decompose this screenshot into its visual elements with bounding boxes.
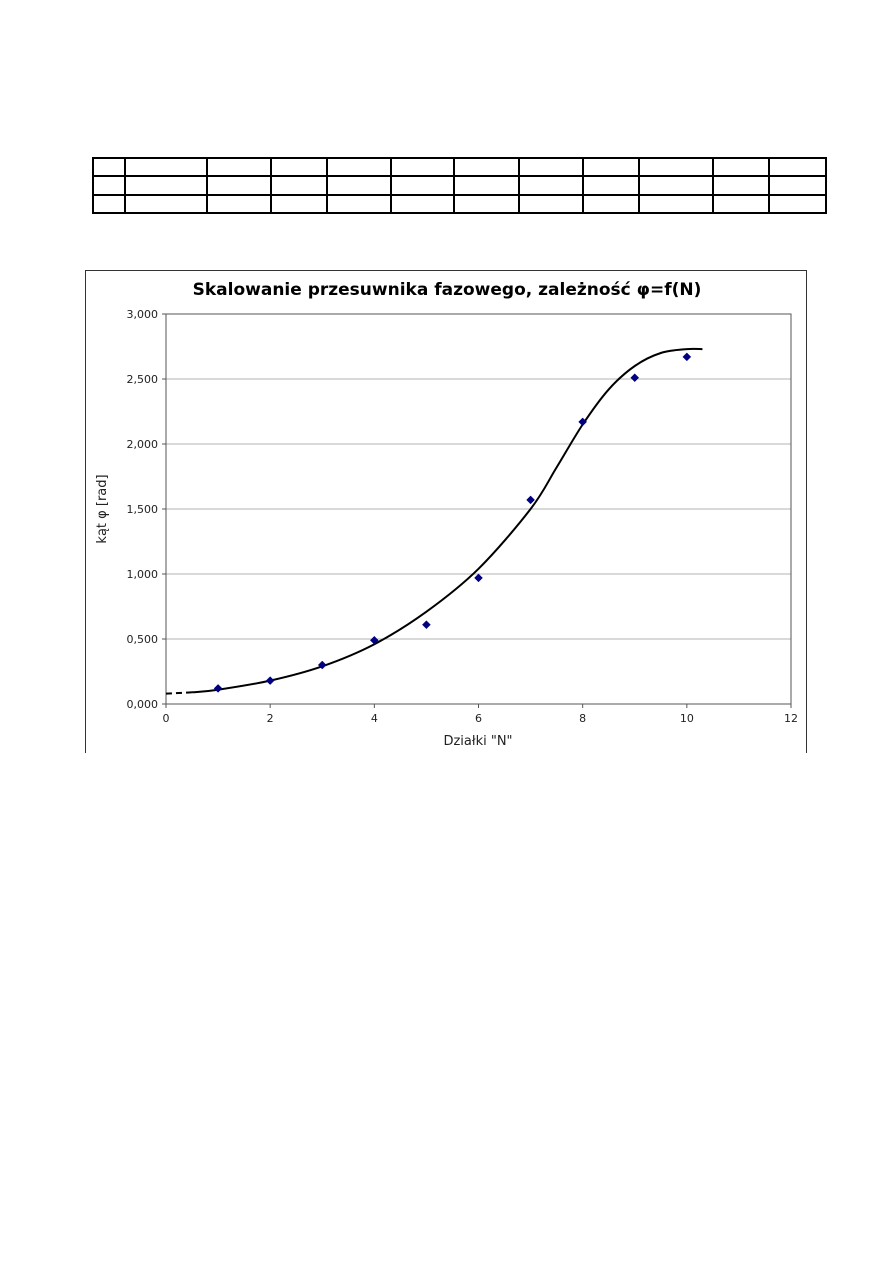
table-cell: [582, 175, 640, 196]
table-cell: [638, 175, 714, 196]
data-point: [526, 495, 535, 505]
table-row: [92, 156, 827, 178]
y-tick-label: 3,000: [127, 308, 159, 321]
x-axis-label: Działki "N": [443, 734, 512, 749]
data-point: [213, 684, 223, 693]
data-point: [578, 417, 588, 427]
table-cell: [453, 175, 520, 196]
y-tick-label: 0,000: [127, 698, 159, 711]
data-point: [630, 373, 640, 383]
table-cell: [326, 156, 392, 178]
empty-data-table: [92, 156, 827, 215]
data-point: [682, 352, 692, 362]
table-cell: [270, 193, 328, 215]
table-cell: [768, 193, 827, 215]
table-cell: [390, 156, 455, 178]
y-tick-label: 1,500: [127, 503, 159, 516]
table-cell: [582, 156, 640, 178]
y-tick-label: 0,500: [127, 633, 159, 646]
table-cell: [92, 156, 126, 178]
table-cell: [270, 156, 328, 178]
table-cell: [326, 175, 392, 196]
data-point: [422, 620, 431, 630]
table-cell: [518, 175, 584, 196]
table-cell: [768, 175, 827, 196]
data-point: [474, 573, 483, 583]
table-cell: [124, 175, 208, 196]
table-cell: [518, 156, 584, 178]
x-tick-label: 4: [371, 712, 378, 725]
table-cell: [712, 156, 770, 178]
table-cell: [92, 193, 126, 215]
table-cell: [638, 156, 714, 178]
table-cell: [638, 193, 714, 215]
chart-svg: Skalowanie przesuwnika fazowego, zależno…: [95, 280, 798, 749]
table-cell: [453, 156, 520, 178]
table-cell: [270, 175, 328, 196]
table-cell: [712, 193, 770, 215]
x-tick-label: 0: [163, 712, 170, 725]
y-tick-label: 1,000: [127, 568, 159, 581]
table-cell: [206, 156, 272, 178]
table-cell: [390, 193, 455, 215]
data-point: [317, 660, 327, 670]
table-cell: [92, 175, 126, 196]
x-tick-label: 8: [579, 712, 586, 725]
y-tick-label: 2,500: [127, 373, 159, 386]
trendline: [191, 347, 703, 694]
table-cell: [768, 156, 827, 178]
x-tick-label: 2: [267, 712, 274, 725]
table-cell: [206, 175, 272, 196]
table-cell: [206, 193, 272, 215]
data-point: [369, 635, 379, 645]
table-cell: [712, 175, 770, 196]
x-tick-label: 12: [784, 712, 798, 725]
table-cell: [326, 193, 392, 215]
data-point: [265, 676, 275, 685]
table-cell: [453, 193, 520, 215]
table-cell: [582, 193, 640, 215]
chart-frame: Skalowanie przesuwnika fazowego, zależno…: [85, 270, 807, 753]
y-axis-label: kąt φ [rad]: [95, 474, 110, 543]
table-row: [92, 193, 827, 215]
table-cell: [390, 175, 455, 196]
table-cell: [124, 193, 208, 215]
table-cell: [518, 193, 584, 215]
table-row: [92, 175, 827, 196]
trendline-extrapolated: [165, 691, 193, 695]
x-tick-label: 6: [475, 712, 482, 725]
x-tick-label: 10: [680, 712, 694, 725]
chart-title: Skalowanie przesuwnika fazowego, zależno…: [193, 280, 702, 300]
y-tick-label: 2,000: [127, 438, 159, 451]
table-cell: [124, 156, 208, 178]
